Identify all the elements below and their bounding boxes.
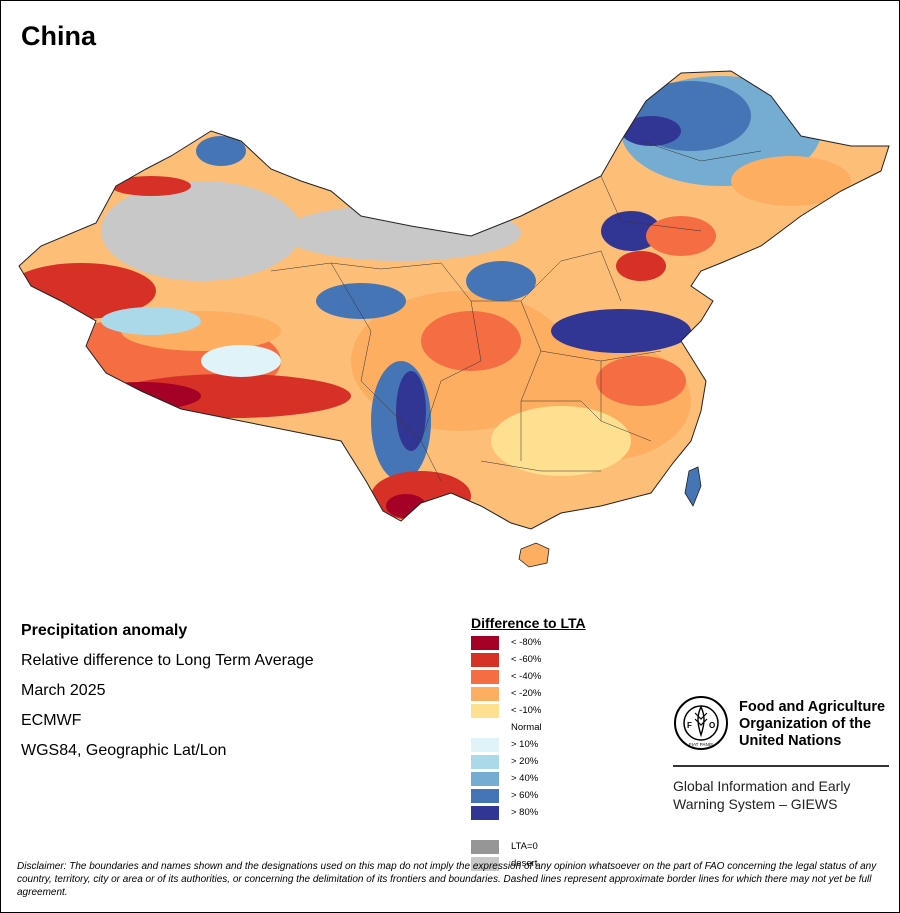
- legend-item: [471, 822, 586, 839]
- anomaly-patches: [19, 76, 851, 521]
- legend-swatch: [471, 857, 499, 871]
- legend-item: LTA=0: [471, 839, 586, 856]
- disclaimer-text: Disclaimer: The boundaries and names sho…: [17, 861, 877, 898]
- emblem-letter-f: F: [687, 721, 692, 730]
- legend-swatch: [471, 840, 499, 854]
- taiwan-island: [684, 466, 702, 507]
- info-heading: Precipitation anomaly: [21, 622, 188, 639]
- legend-item: > 20%: [471, 754, 586, 771]
- legend-label: > 10%: [511, 739, 539, 750]
- legend-label: < -60%: [511, 654, 542, 665]
- hainan-island: [518, 542, 550, 568]
- legend-item: > 40%: [471, 771, 586, 788]
- fao-org-name: Food and Agriculture Organization of the…: [739, 699, 899, 750]
- legend-label: LTA=0: [511, 841, 538, 852]
- org-name-line1: Food and Agriculture: [739, 699, 886, 715]
- legend-item: Normal: [471, 720, 586, 737]
- legend-item: < -80%: [471, 635, 586, 652]
- legend-swatch: [471, 755, 499, 769]
- giews-line2: Warning System – GIEWS: [673, 796, 838, 812]
- legend-item: > 60%: [471, 788, 586, 805]
- legend-label: > 40%: [511, 773, 539, 784]
- giews-name: Global Information and Early Warning Sys…: [673, 777, 889, 813]
- legend-label: Normal: [511, 722, 542, 733]
- legend-item: desert: [471, 856, 586, 873]
- legend-swatch: [471, 806, 499, 820]
- legend-item: < -60%: [471, 652, 586, 669]
- legend-label: < -80%: [511, 637, 542, 648]
- legend-swatch: [471, 772, 499, 786]
- legend-swatch: [471, 670, 499, 684]
- legend-item: > 10%: [471, 737, 586, 754]
- emblem-letter-o: O: [709, 721, 715, 730]
- map-legend: Difference to LTA < -80% < -60% < -40% < -2…: [471, 615, 586, 873]
- emblem-motto: FIAT PANIS: [689, 742, 713, 747]
- legend-label: < -20%: [511, 688, 542, 699]
- legend-label: desert: [511, 858, 538, 869]
- legend-label: > 20%: [511, 756, 539, 767]
- legend-label: < -40%: [511, 671, 542, 682]
- legend-item: > 80%: [471, 805, 586, 822]
- info-source: ECMWF: [21, 712, 82, 729]
- legend-item: < -40%: [471, 669, 586, 686]
- legend-label: > 80%: [511, 807, 539, 818]
- fao-emblem-icon: F O FIAT PANIS: [674, 696, 728, 750]
- fao-divider: [673, 765, 889, 767]
- info-subtitle: Relative difference to Long Term Average: [21, 652, 314, 669]
- legend-swatch: [471, 636, 499, 650]
- legend-swatch: [471, 738, 499, 752]
- legend-swatch: [471, 653, 499, 667]
- legend-items: < -80% < -60% < -40% < -20% < -10% Normal > 10…: [471, 635, 586, 873]
- info-period: March 2025: [21, 682, 106, 699]
- legend-label: > 60%: [511, 790, 539, 801]
- info-projection: WGS84, Geographic Lat/Lon: [21, 742, 227, 759]
- legend-label: < -10%: [511, 705, 542, 716]
- legend-swatch: [471, 687, 499, 701]
- map-info-block: Precipitation anomaly Relative differenc…: [21, 621, 314, 771]
- giews-line1: Global Information and Early: [673, 778, 851, 794]
- org-name-line3: United Nations: [739, 733, 842, 749]
- legend-swatch: [471, 704, 499, 718]
- map-title: China: [21, 21, 97, 51]
- legend-item: < -10%: [471, 703, 586, 720]
- precipitation-map: [18, 70, 890, 568]
- legend-swatch: [471, 789, 499, 803]
- legend-item: < -20%: [471, 686, 586, 703]
- legend-title: Difference to LTA: [471, 615, 586, 631]
- province-boundaries: [270, 140, 762, 482]
- org-name-line2: Organization of the: [739, 716, 872, 732]
